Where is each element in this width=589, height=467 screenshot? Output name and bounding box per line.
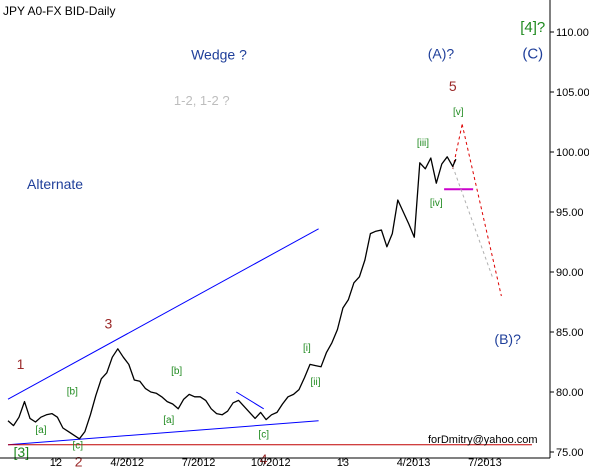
footer-email: forDmitry@yahoo.com (428, 434, 538, 446)
wave-annotation: [a] (163, 415, 174, 426)
wave-annotation: (A)? (428, 45, 455, 61)
wave-annotation: [c] (73, 440, 84, 451)
wave-annotation: [ii] (310, 377, 320, 388)
wave-annotation: [v] (453, 107, 464, 118)
y-tick-label: 90.00 (556, 267, 584, 279)
x-tick-label: 13 (337, 457, 349, 467)
wave-annotation: 2 (75, 453, 83, 467)
wave-annotation: [i] (303, 343, 311, 354)
red-projection-down (461, 124, 502, 297)
y-tick-label: 95.00 (556, 207, 584, 219)
wave-annotation: [c] (258, 430, 269, 441)
lower-wedge-line (7, 420, 319, 446)
wave-annotation: [b] (171, 366, 182, 377)
wave-annotation: 4 (260, 451, 268, 467)
y-tick-label: 75.00 (556, 447, 584, 459)
wave-annotation: [iii] (417, 138, 429, 149)
x-tick-label: 7/2012 (182, 457, 216, 467)
y-tick-label: 100.00 (556, 147, 589, 159)
x-tick-label: 4/2013 (397, 457, 431, 467)
x-tick-label: 10/2012 (251, 457, 291, 467)
y-tick-label: 105.00 (556, 87, 589, 99)
y-tick-label: 80.00 (556, 387, 584, 399)
x-tick-label: 7/2013 (468, 457, 502, 467)
annotation-layer: Wedge ? 1-2, 1-2 ? Alternate (A)? 5 [v] [iii] [… (14, 19, 546, 467)
wave-annotation: [3] (14, 444, 30, 460)
chart-title: JPY A0-FX BID-Daily (3, 4, 115, 18)
wave-annotation: 1 (17, 356, 25, 372)
y-tick-label: 85.00 (556, 327, 584, 339)
wave-annotation: 3 (105, 315, 113, 331)
x-tick-label: 4/2012 (110, 457, 144, 467)
wave-annotation: (C) (522, 45, 543, 62)
wave-annotation: Wedge ? (191, 47, 247, 63)
wave-annotation: (B)? (494, 331, 521, 347)
price-series-line (7, 156, 457, 440)
x-tick-label: 12 (50, 457, 62, 467)
wave-annotation: [a] (35, 425, 46, 436)
wave-annotation: 5 (449, 78, 457, 94)
small-trend-line (235, 391, 264, 410)
wave-annotation: [b] (67, 386, 78, 397)
wave-annotation: [4]? (520, 19, 545, 36)
wave-annotation: 1-2, 1-2 ? (174, 93, 230, 108)
wave-annotation: [iv] (430, 198, 443, 209)
upper-wedge-line (7, 228, 319, 400)
gray-projection-down (452, 166, 494, 279)
y-tick-label: 110.00 (556, 27, 589, 39)
wave-annotation: Alternate (27, 176, 83, 192)
plot-layer (7, 124, 532, 446)
